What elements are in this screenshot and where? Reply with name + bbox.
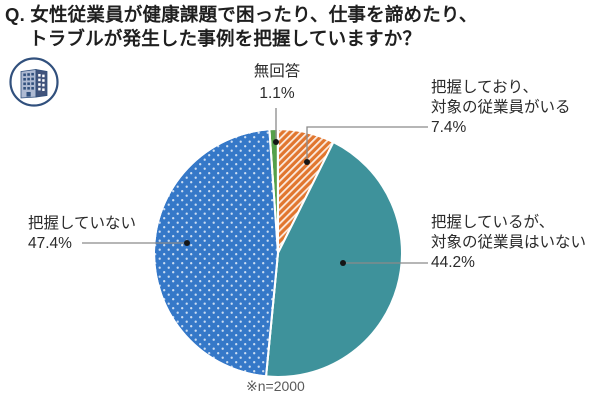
label-no-answer-pct: 1.1% — [259, 85, 295, 102]
label-not-aware-text: 把握していない — [28, 215, 137, 232]
label-aware-without-line2: 対象の従業員はいない — [431, 234, 587, 251]
leader-dot-no-answer — [273, 139, 279, 145]
label-aware-no-employees: 把握しているが、 対象の従業員はいない 44.2% — [431, 213, 586, 273]
label-aware-without-line1: 把握しているが、 — [431, 214, 555, 231]
label-not-aware-pct: 47.4% — [28, 235, 72, 252]
sample-size-note: ※n=2000 — [246, 378, 305, 394]
title-line-2: トラブルが発生した事例を把握していますか？ — [29, 28, 422, 49]
title-line-1: Q. 女性従業員が健康課題で困ったり、仕事を諦めたり、 — [5, 4, 478, 25]
pie-slice-not-aware-pattern — [153, 128, 279, 378]
page-title: Q. 女性従業員が健康課題で困ったり、仕事を諦めたり、 トラブルが発生した事例を… — [5, 3, 478, 51]
label-not-aware: 把握していない 47.4% — [28, 214, 136, 254]
label-aware-with-line2: 対象の従業員がいる — [431, 99, 571, 116]
pie-slice-aware-no-employees — [265, 141, 403, 378]
label-aware-without-pct: 44.2% — [431, 254, 475, 271]
leader-lines — [82, 108, 428, 266]
label-aware-with-employees: 把握しており、 対象の従業員がいる 7.4% — [431, 78, 571, 138]
leader-line-aware-with-employees — [306, 126, 428, 162]
building-icon — [9, 57, 59, 107]
leader-dot-aware-no-employees — [340, 260, 346, 266]
label-aware-with-pct: 7.4% — [431, 119, 467, 136]
building-glyph — [20, 69, 48, 99]
label-aware-with-line1: 把握しており、 — [431, 79, 538, 96]
leader-dot-aware-with-employees — [304, 159, 310, 165]
pie-slices — [153, 127, 403, 378]
leader-dot-not-aware — [184, 240, 190, 246]
label-no-answer-text: 無回答 — [253, 63, 301, 80]
label-no-answer: 無回答 1.1% — [227, 61, 327, 105]
